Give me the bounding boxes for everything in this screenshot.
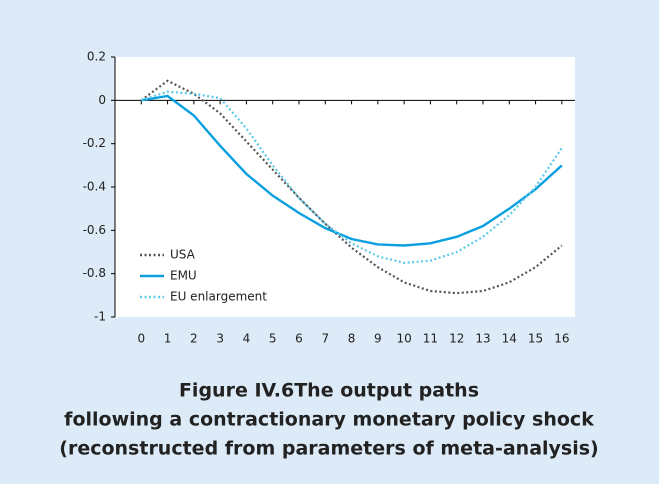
x-tick-label: 1 [164,332,172,346]
y-tick-label: -0.6 [83,223,106,237]
x-tick-label: 5 [269,332,277,346]
x-tick-label: 7 [321,332,329,346]
x-tick-label: 16 [554,332,569,346]
x-tick-label: 9 [374,332,382,346]
x-tick-label: 8 [348,332,356,346]
y-tick-label: -0.4 [83,180,106,194]
line-series [141,94,563,247]
x-tick-label: 2 [190,332,198,346]
legend-label: USA [170,248,196,262]
y-tick-label: -0.8 [83,266,106,280]
x-tick-label: 11 [423,332,438,346]
x-tick-label: 10 [397,332,412,346]
x-tick-label: 12 [449,332,464,346]
x-tick-label: 6 [295,332,303,346]
x-tick-label: 4 [243,332,251,346]
legend-label: EU enlargement [170,290,267,304]
x-tick-label: 3 [216,332,224,346]
chart-title: Figure IV.6The output paths [179,380,479,402]
y-tick-label: -0.2 [83,136,106,150]
chart-subtitle: following a contractionary monetary poli… [64,409,594,431]
y-tick-label: 0.2 [87,50,106,64]
x-tick-label: 14 [502,332,517,346]
y-tick-label: 0 [98,93,106,107]
legend-label: EMU [170,269,197,283]
x-tick-label: 13 [475,332,490,346]
x-tick-label: 0 [137,332,145,346]
x-tick-label: 15 [528,332,543,346]
chart-subtitle: (reconstructed from parameters of meta-a… [59,438,598,460]
y-tick-label: -1 [94,310,106,324]
